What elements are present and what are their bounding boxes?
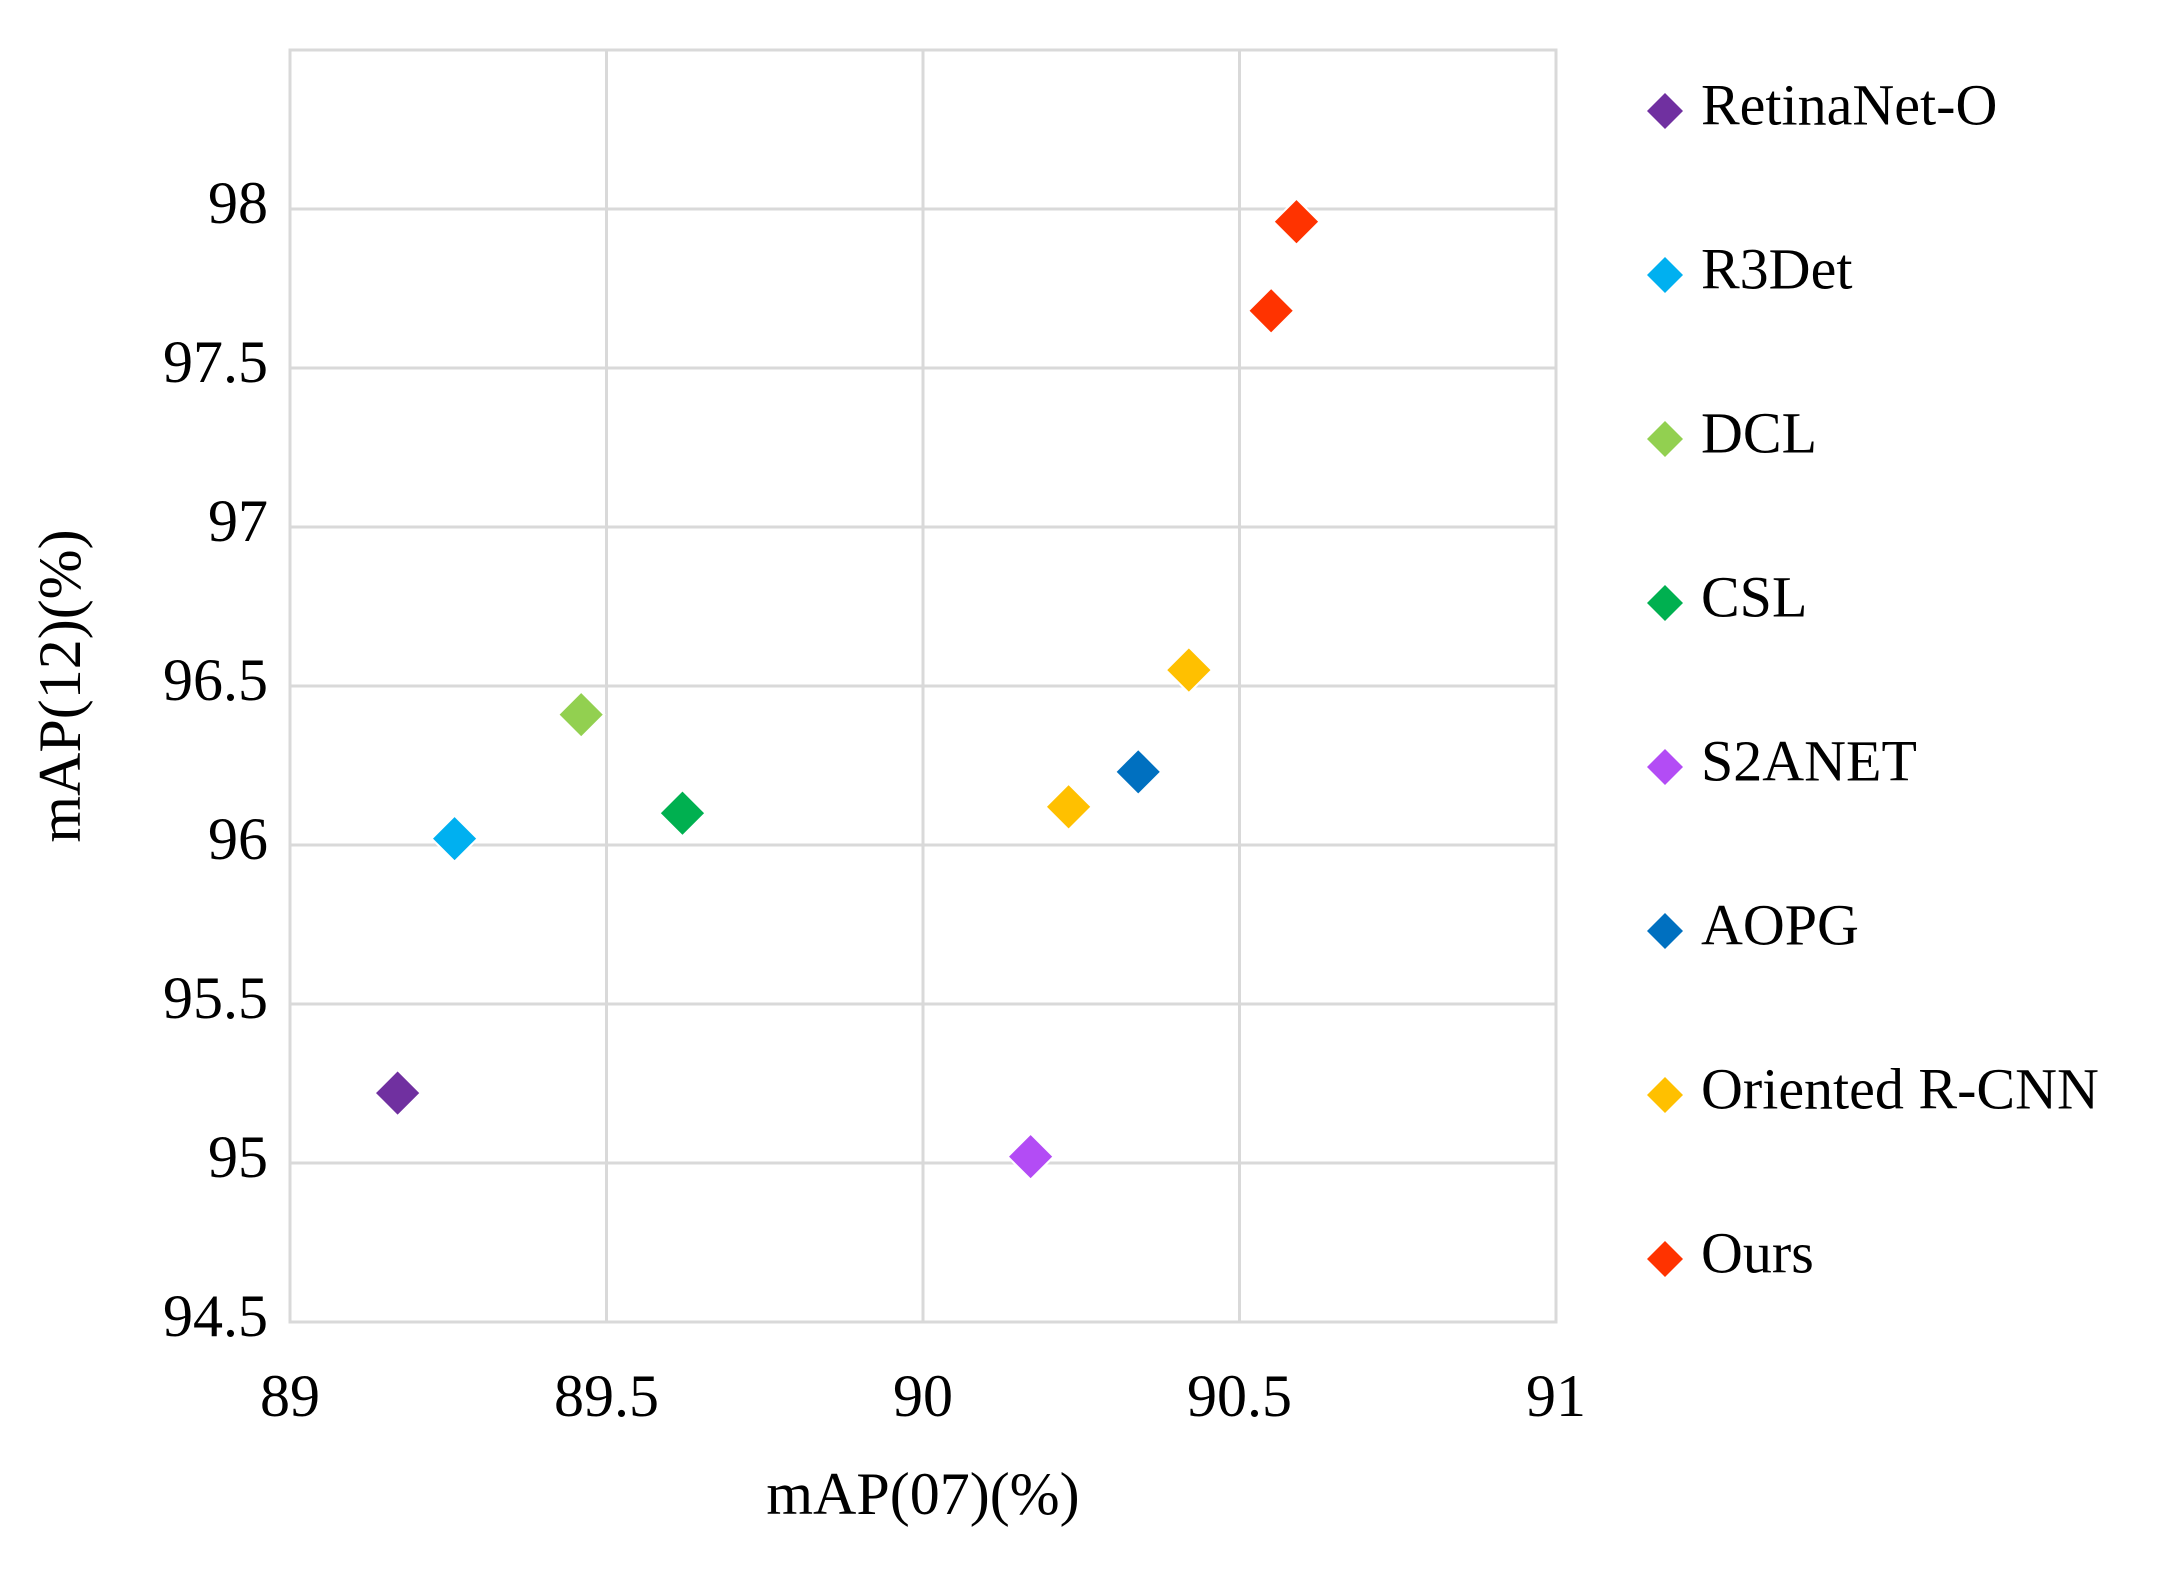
legend-marker [1647,913,1683,949]
y-tick-label: 95 [208,1124,268,1190]
x-tick-label: 91 [1526,1363,1586,1429]
legend-label: RetinaNet-O [1701,72,1997,137]
y-tick-label: 96.5 [163,647,268,713]
legend-label: R3Det [1701,236,1852,301]
point [1272,197,1321,247]
legend-marker [1647,1077,1683,1113]
point [373,1068,423,1118]
legend-label: CSL [1701,564,1807,629]
y-tick-label: 97 [208,488,268,554]
legend-marker [1647,1241,1683,1277]
y-tick-label: 96 [208,806,268,872]
y-tick-label: 94.5 [163,1283,268,1349]
x-tick-label: 89 [260,1363,320,1429]
legend-marker [1647,421,1683,457]
legend-marker [1647,93,1683,129]
legend-label: S2ANET [1701,728,1917,793]
legend-marker [1647,585,1683,621]
legend-label: Ours [1701,1220,1814,1285]
legend-marker [1647,257,1683,293]
point [1113,747,1163,797]
point [658,788,707,838]
legend-marker [1647,749,1683,785]
x-tick-label: 89.5 [554,1363,659,1429]
y-tick-label: 95.5 [163,965,268,1031]
y-tick-label: 98 [208,170,268,236]
point [556,690,606,740]
point [1006,1132,1056,1182]
point [1164,645,1214,695]
point [430,814,479,864]
y-tick-label: 97.5 [163,329,268,395]
point [1246,286,1296,336]
legend-label: DCL [1701,400,1817,465]
legend-label: AOPG [1701,892,1859,957]
y-axis-label: mAP(12)(%) [27,529,93,842]
legend-label: Oriented R-CNN [1701,1056,2099,1121]
x-tick-label: 90 [893,1363,953,1429]
x-tick-label: 90.5 [1187,1363,1292,1429]
point [1044,782,1094,832]
x-axis-label: mAP(07)(%) [766,1461,1079,1527]
